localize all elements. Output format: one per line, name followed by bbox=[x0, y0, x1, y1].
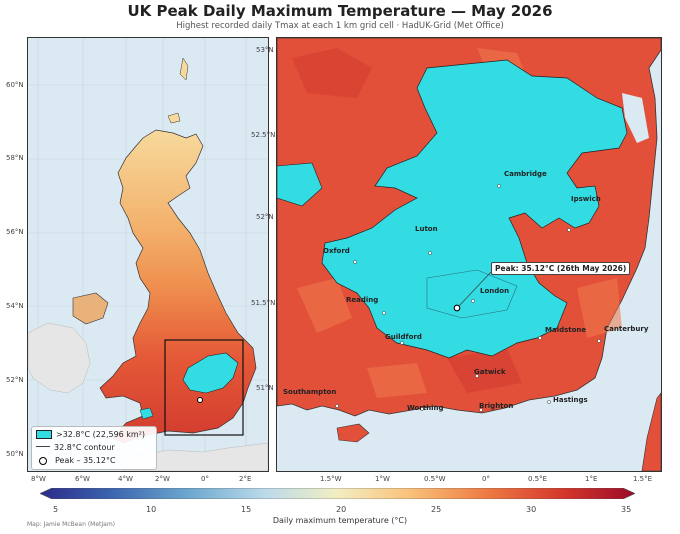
right-lat-tick-51n: 51°N bbox=[256, 384, 274, 392]
orkney-islands bbox=[167, 112, 181, 124]
map-legend: >32.8°C (22,596 km²) 32.8°C contour Peak… bbox=[31, 426, 157, 470]
peak-annotation-leader bbox=[458, 271, 492, 307]
lon-tick-8w: 8°W bbox=[31, 475, 46, 483]
colorbar-tick-5: 5 bbox=[53, 505, 59, 514]
town-label-reading: Reading bbox=[346, 296, 379, 304]
town-label-southampton: Southampton bbox=[283, 388, 337, 396]
right-lon-tick-1-5w: 1.5°W bbox=[320, 475, 342, 483]
hot-area-region bbox=[321, 59, 628, 359]
right-lon-tick-1w: 1°W bbox=[375, 475, 390, 483]
isle-of-wight bbox=[336, 423, 370, 443]
colorbar-tick-35: 35 bbox=[621, 505, 632, 514]
hot-area-overview bbox=[182, 352, 239, 394]
lon-tick-6w: 6°W bbox=[75, 475, 90, 483]
uk-overview-map bbox=[27, 37, 269, 472]
lat-tick-56n: 56°N bbox=[6, 228, 24, 236]
hot-area-overview-small bbox=[139, 407, 154, 420]
town-label-gatwick: Gatwick bbox=[474, 368, 506, 376]
north-sea-inlet bbox=[622, 93, 649, 143]
colorbar-tick-30: 30 bbox=[526, 505, 537, 514]
peak-marker-swatch bbox=[39, 456, 47, 465]
town-label-canterbury: Canterbury bbox=[604, 325, 649, 333]
inner-contour-line bbox=[426, 269, 518, 319]
contour-line-swatch bbox=[36, 446, 50, 447]
legend-contour-label: 32.8°C contour bbox=[54, 443, 115, 452]
town-markers bbox=[335, 184, 601, 412]
colorbar-tick-10: 10 bbox=[146, 505, 157, 514]
town-label-oxford: Oxford bbox=[323, 247, 350, 255]
right-lat-tick-53n: 53°N bbox=[256, 46, 274, 54]
peak-marker-overview bbox=[197, 397, 203, 403]
right-lat-tick-52-5n: 52.5°N bbox=[251, 131, 276, 139]
map-title: UK Peak Daily Maximum Temperature — May … bbox=[127, 2, 553, 20]
lon-tick-2e: 2°E bbox=[239, 475, 252, 483]
legend-peak: Peak – 35.12°C bbox=[36, 455, 116, 467]
lat-tick-52n: 52°N bbox=[6, 376, 24, 384]
temperature-colorbar bbox=[40, 488, 635, 499]
right-lon-tick-0-5e: 0.5°E bbox=[528, 475, 548, 483]
lon-tick-4w: 4°W bbox=[118, 475, 133, 483]
lon-tick-2w: 2°W bbox=[155, 475, 170, 483]
colorbar-tick-20: 20 bbox=[336, 505, 347, 514]
lat-tick-58n: 58°N bbox=[6, 154, 24, 162]
peak-annotation: Peak: 35.12°C (26th May 2026) bbox=[491, 262, 631, 275]
lat-tick-50n: 50°N bbox=[6, 450, 24, 458]
lon-tick-0: 0° bbox=[201, 475, 209, 483]
legend-hot-area: >32.8°C (22,596 km²) bbox=[36, 429, 145, 441]
right-lon-tick-1-5e: 1.5°E bbox=[633, 475, 653, 483]
town-label-worthing: Worthing bbox=[407, 404, 444, 412]
hot-area-swatch bbox=[36, 430, 52, 439]
shetland-islands bbox=[179, 57, 189, 81]
town-label-luton: Luton bbox=[415, 225, 438, 233]
colorbar-tick-15: 15 bbox=[241, 505, 252, 514]
lat-tick-54n: 54°N bbox=[6, 302, 24, 310]
map-subtitle: Highest recorded daily Tmax at each 1 km… bbox=[176, 21, 504, 31]
colorbar-label: Daily maximum temperature (°C) bbox=[272, 516, 408, 525]
town-label-maidstone: Maidstone bbox=[545, 326, 587, 334]
right-lon-tick-0-5w: 0.5°W bbox=[424, 475, 446, 483]
lat-tick-60n: 60°N bbox=[6, 81, 24, 89]
legend-contour: 32.8°C contour bbox=[36, 442, 115, 454]
northern-ireland-landmass bbox=[72, 292, 109, 325]
legend-hot-area-label: >32.8°C (22,596 km²) bbox=[56, 430, 146, 439]
right-lat-tick-52n: 52°N bbox=[256, 213, 274, 221]
map-credit: Map: Jamie McBean (MetJam) bbox=[27, 521, 116, 528]
town-label-ipswich: Ipswich bbox=[571, 195, 601, 203]
southeast-england-map: Cambridge Ipswich Luton Oxford London Re… bbox=[276, 37, 662, 472]
zoom-extent-box bbox=[164, 339, 244, 436]
town-label-guildford: Guildford bbox=[385, 333, 422, 341]
town-label-london: London bbox=[480, 287, 510, 295]
right-lat-tick-51-5n: 51.5°N bbox=[251, 299, 276, 307]
france-coast bbox=[641, 392, 661, 471]
english-channel bbox=[277, 348, 661, 471]
great-britain-landmass bbox=[99, 129, 257, 444]
right-lon-tick-0: 0° bbox=[482, 475, 490, 483]
hot-area-west-patch bbox=[277, 162, 323, 207]
colorbar-tick-25: 25 bbox=[431, 505, 442, 514]
town-label-cambridge: Cambridge bbox=[504, 170, 547, 178]
ireland-landmass bbox=[28, 322, 91, 394]
town-label-brighton: Brighton bbox=[479, 402, 514, 410]
peak-marker bbox=[453, 304, 461, 312]
town-label-hastings: Hastings bbox=[553, 396, 588, 404]
legend-peak-label: Peak – 35.12°C bbox=[55, 456, 116, 465]
right-lon-tick-1e: 1°E bbox=[585, 475, 598, 483]
